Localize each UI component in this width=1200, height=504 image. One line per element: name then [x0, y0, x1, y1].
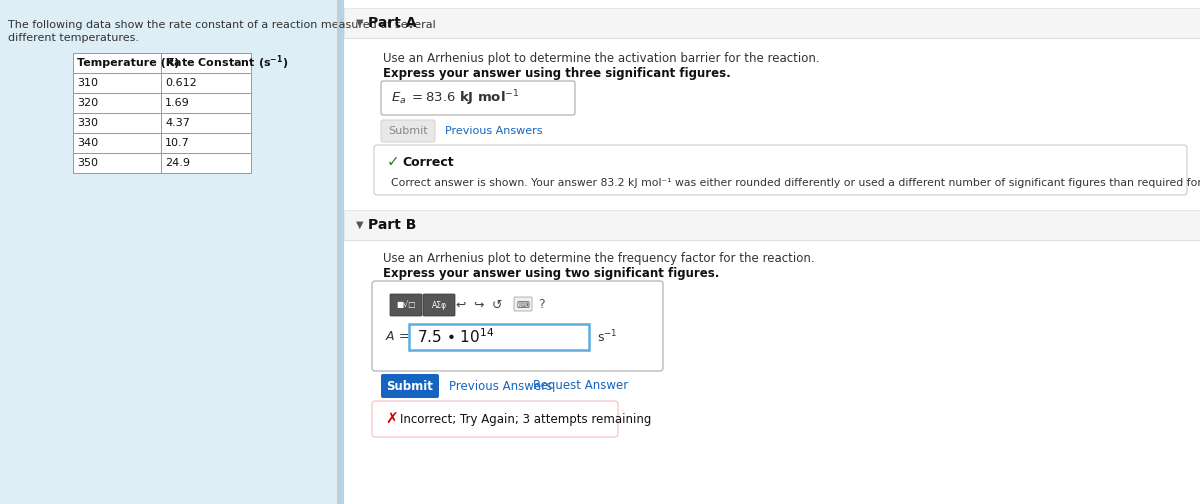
- Text: ▼: ▼: [356, 18, 364, 28]
- Text: 330: 330: [77, 118, 98, 128]
- FancyBboxPatch shape: [424, 294, 455, 316]
- Text: ⌨: ⌨: [516, 300, 529, 309]
- Text: Submit: Submit: [386, 380, 433, 393]
- Text: 7.5 • 10$^{14}$: 7.5 • 10$^{14}$: [418, 328, 494, 346]
- Text: Use an Arrhenius plot to determine the activation barrier for the reaction.: Use an Arrhenius plot to determine the a…: [383, 52, 820, 65]
- Bar: [409, 324, 589, 350]
- Bar: [344, 210, 1200, 240]
- Text: ✓: ✓: [386, 155, 400, 169]
- Text: 1.69: 1.69: [166, 98, 190, 108]
- Text: ✗: ✗: [385, 411, 397, 426]
- Bar: [73, 73, 251, 93]
- Text: $\mathregular{s^{-1}}$: $\mathregular{s^{-1}}$: [598, 329, 618, 345]
- Text: ↪: ↪: [474, 298, 485, 311]
- Text: Express your answer using three significant figures.: Express your answer using three signific…: [383, 67, 731, 80]
- FancyBboxPatch shape: [382, 120, 436, 142]
- Text: Request Answer: Request Answer: [533, 380, 629, 393]
- Text: 340: 340: [77, 138, 98, 148]
- Text: Previous Answers: Previous Answers: [445, 126, 542, 136]
- Bar: [73, 53, 251, 73]
- Bar: [0, 0, 338, 504]
- Text: Part B: Part B: [368, 218, 416, 232]
- Text: Rate Constant ($\mathregular{s^{-1}}$): Rate Constant ($\mathregular{s^{-1}}$): [166, 54, 288, 72]
- Text: ?: ?: [538, 298, 545, 311]
- Text: 320: 320: [77, 98, 98, 108]
- FancyBboxPatch shape: [390, 294, 422, 316]
- Text: Express your answer using two significant figures.: Express your answer using two significan…: [383, 267, 719, 280]
- Bar: [73, 113, 251, 133]
- Text: ▼: ▼: [356, 220, 364, 230]
- Text: ■√□: ■√□: [396, 300, 415, 309]
- Text: Previous Answers: Previous Answers: [449, 380, 552, 393]
- Text: Submit: Submit: [388, 126, 428, 136]
- FancyBboxPatch shape: [372, 401, 618, 437]
- Text: The following data show the rate constant of a reaction measured at several: The following data show the rate constan…: [8, 20, 436, 30]
- Text: Part A: Part A: [368, 16, 416, 30]
- Bar: [73, 93, 251, 113]
- Text: 0.612: 0.612: [166, 78, 197, 88]
- Text: Use an Arrhenius plot to determine the frequency factor for the reaction.: Use an Arrhenius plot to determine the f…: [383, 252, 815, 265]
- Text: 24.9: 24.9: [166, 158, 190, 168]
- FancyBboxPatch shape: [372, 281, 662, 371]
- Bar: [338, 0, 344, 504]
- Bar: [344, 8, 1200, 38]
- Text: 10.7: 10.7: [166, 138, 190, 148]
- Text: different temperatures.: different temperatures.: [8, 33, 139, 43]
- Text: ΑΣφ: ΑΣφ: [432, 300, 446, 309]
- Text: $E_a$: $E_a$: [391, 90, 407, 105]
- FancyBboxPatch shape: [374, 145, 1187, 195]
- FancyBboxPatch shape: [382, 374, 439, 398]
- Text: $= 83.6\ \mathbf{kJ}\ \mathbf{mol}^{-1}$: $= 83.6\ \mathbf{kJ}\ \mathbf{mol}^{-1}$: [409, 88, 520, 108]
- FancyBboxPatch shape: [514, 297, 532, 311]
- Text: 4.37: 4.37: [166, 118, 190, 128]
- Text: ↺: ↺: [492, 298, 503, 311]
- Text: $A$ =: $A$ =: [385, 331, 409, 344]
- Text: Temperature (K): Temperature (K): [77, 58, 179, 68]
- Bar: [73, 133, 251, 153]
- Text: ↩: ↩: [456, 298, 467, 311]
- Text: Incorrect; Try Again; 3 attempts remaining: Incorrect; Try Again; 3 attempts remaini…: [400, 412, 652, 425]
- Text: 310: 310: [77, 78, 98, 88]
- FancyBboxPatch shape: [382, 81, 575, 115]
- Text: 350: 350: [77, 158, 98, 168]
- Text: Correct answer is shown. Your answer 83.2 kJ mol⁻¹ was either rounded differentl: Correct answer is shown. Your answer 83.…: [391, 178, 1200, 188]
- Bar: [73, 153, 251, 173]
- Text: Correct: Correct: [402, 156, 454, 168]
